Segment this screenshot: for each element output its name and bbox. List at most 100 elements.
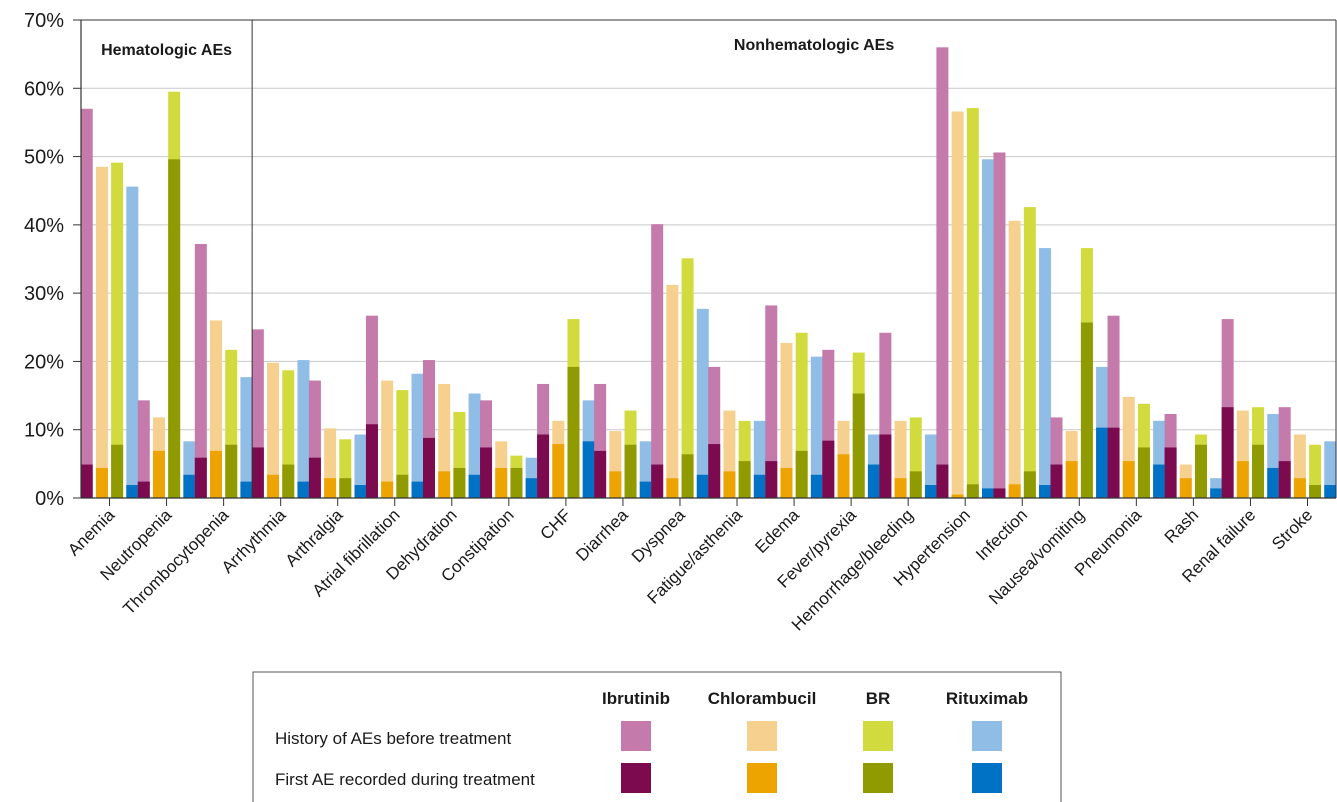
legend-swatch-first-ae <box>747 763 777 793</box>
legend-swatch-history <box>621 721 651 751</box>
bar-first-ae <box>396 475 408 498</box>
bar-first-ae <box>936 465 948 498</box>
bar-history <box>952 112 964 498</box>
bar-first-ae <box>1279 461 1291 498</box>
bar-first-ae <box>1066 461 1078 498</box>
legend-swatch-history <box>863 721 893 751</box>
bar-first-ae <box>982 488 994 498</box>
bar-history <box>651 224 663 498</box>
category-label: Stroke <box>1268 505 1316 553</box>
bar-first-ae <box>480 447 492 498</box>
region-labels: Hematologic AEs Nonhematologic AEs <box>101 37 894 59</box>
category-label: Fatigue/asthenia <box>644 505 747 608</box>
bar-first-ae <box>1123 461 1135 498</box>
bar-history <box>297 360 309 498</box>
category-label: Infection <box>972 505 1031 564</box>
legend-row-first-ae: First AE recorded during treatment <box>275 770 535 789</box>
y-tick-label: 50% <box>24 147 64 169</box>
bar-first-ae <box>640 482 652 498</box>
bar-first-ae <box>868 465 880 498</box>
category-label: Thrombocytopenia <box>119 505 232 618</box>
bar-first-ae <box>355 485 367 498</box>
bar-history <box>381 381 393 498</box>
bar-first-ae <box>225 445 237 498</box>
bar-history <box>666 285 678 498</box>
bar-first-ae <box>1222 407 1234 498</box>
bar-first-ae <box>252 447 264 498</box>
bar-first-ae <box>993 488 1005 498</box>
bar-first-ae <box>168 159 180 498</box>
bar-first-ae <box>1165 447 1177 498</box>
bar-history <box>1009 221 1021 498</box>
bar-first-ae <box>324 478 336 498</box>
legend-series-name: Rituximab <box>946 689 1028 708</box>
bar-first-ae <box>697 475 709 498</box>
bar-first-ae <box>811 475 823 498</box>
bar-first-ae <box>126 485 138 498</box>
bar-first-ae <box>925 485 937 498</box>
bar-first-ae <box>708 444 720 498</box>
bar-first-ae <box>153 451 165 498</box>
legend: Ibrutinib Chlorambucil BR RituximabHistory … <box>253 672 1061 802</box>
bar-first-ae <box>438 471 450 498</box>
bar-first-ae <box>853 394 865 498</box>
bar-first-ae <box>666 478 678 498</box>
bar-first-ae <box>1195 445 1207 498</box>
bar-first-ae <box>625 445 637 498</box>
bar-first-ae <box>822 441 834 498</box>
bar-first-ae <box>765 461 777 498</box>
bar-first-ae <box>910 471 922 498</box>
bar-first-ae <box>309 458 321 498</box>
bar-first-ae <box>796 451 808 498</box>
bar-first-ae <box>583 441 595 498</box>
bar-first-ae <box>838 454 850 498</box>
bar-first-ae <box>651 465 663 498</box>
y-tick-labels: 0% 10% 20% 30% 40% 50% 60% 70% <box>24 10 64 510</box>
bar-first-ae <box>780 468 792 498</box>
bar-history <box>81 109 93 498</box>
bar-first-ae <box>81 465 93 498</box>
bar-first-ae <box>210 451 222 498</box>
bar-first-ae <box>111 445 123 498</box>
legend-series-name: Ibrutinib <box>602 689 670 708</box>
bar-first-ae <box>1024 471 1036 498</box>
bar-first-ae <box>96 468 108 498</box>
y-tick-label: 60% <box>24 78 64 100</box>
bar-first-ae <box>1009 484 1021 498</box>
bar-first-ae <box>366 424 378 498</box>
bar-first-ae <box>754 475 766 498</box>
bar-first-ae <box>594 451 606 498</box>
bar-first-ae <box>1180 478 1192 498</box>
bar-first-ae <box>1108 428 1120 498</box>
bar-first-ae <box>195 458 207 498</box>
legend-series-name: Chlorambucil <box>708 689 817 708</box>
bar-first-ae <box>739 461 751 498</box>
category-label: Anemia <box>64 505 119 560</box>
bar-first-ae <box>552 444 564 498</box>
category-label: Rash <box>1161 505 1202 546</box>
bar-first-ae <box>567 367 579 498</box>
bar-first-ae <box>1050 465 1062 498</box>
legend-swatch-history <box>972 721 1002 751</box>
bar-first-ae <box>682 454 694 498</box>
bar-history <box>1039 248 1051 498</box>
bar-first-ae <box>381 482 393 498</box>
bar-history <box>412 374 424 498</box>
legend-series-name: BR <box>866 689 891 708</box>
bar-first-ae <box>1081 323 1093 498</box>
bar-first-ae <box>1267 468 1279 498</box>
category-labels: AnemiaNeutropeniaThrombocytopeniaArrhyth… <box>64 505 1316 634</box>
legend-swatch-history <box>747 721 777 751</box>
bar-first-ae <box>879 434 891 498</box>
bar-history <box>982 159 994 498</box>
bar-first-ae <box>297 482 309 498</box>
bar-first-ae <box>537 434 549 498</box>
bar-first-ae <box>609 471 621 498</box>
y-tick-label: 40% <box>24 215 64 237</box>
bar-first-ae <box>967 484 979 498</box>
bar-first-ae <box>469 475 481 498</box>
y-tick-label: 30% <box>24 283 64 305</box>
bar-history <box>697 309 709 498</box>
bar-history <box>967 108 979 498</box>
bar-first-ae <box>895 478 907 498</box>
